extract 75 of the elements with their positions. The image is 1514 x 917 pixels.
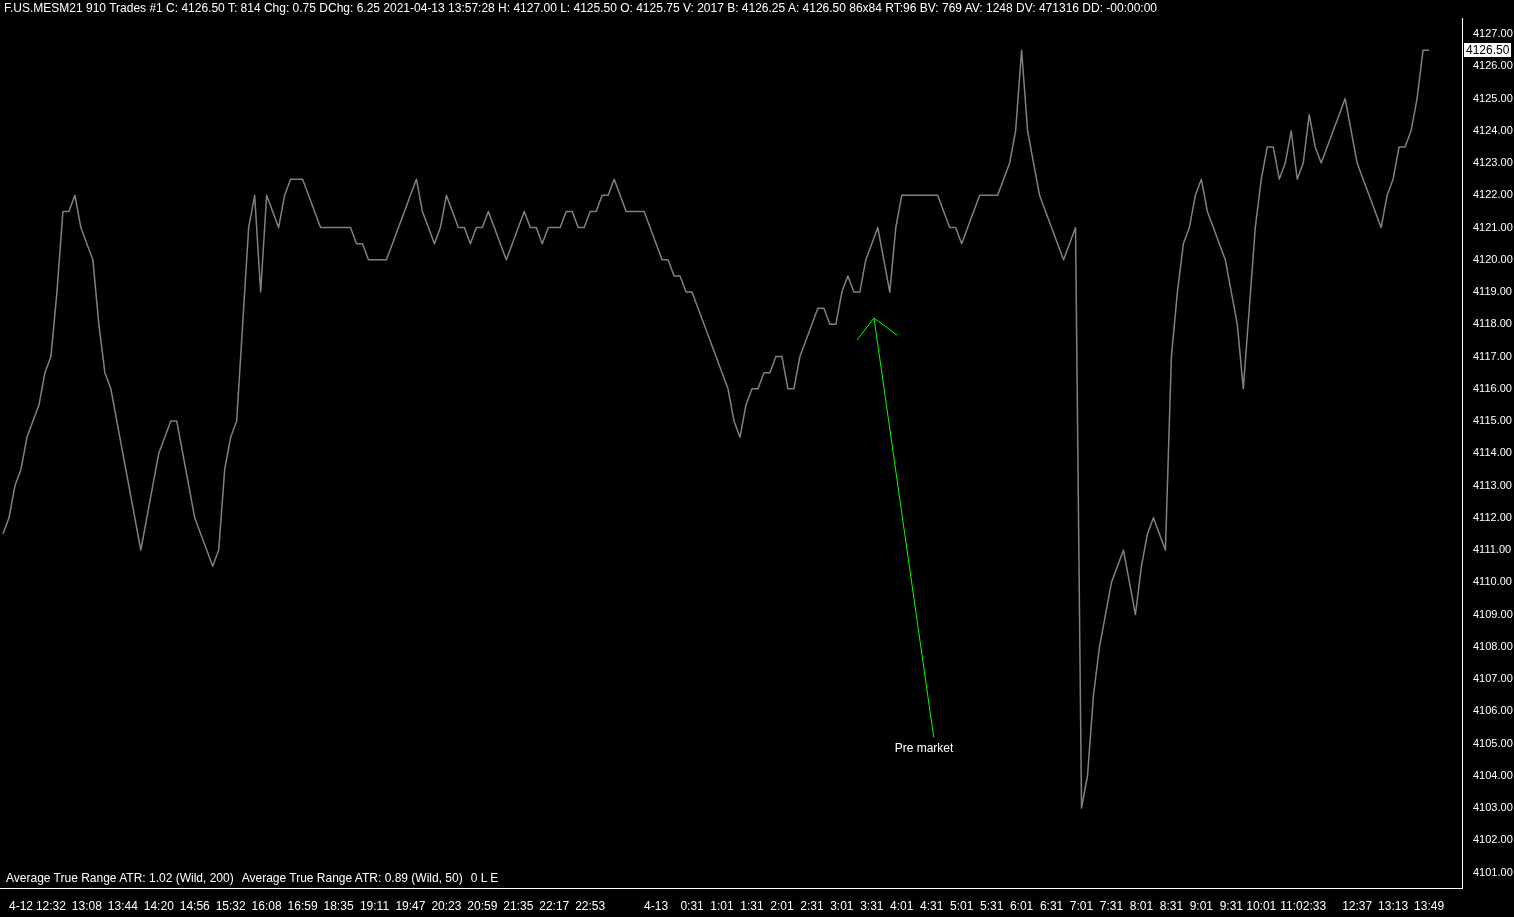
x-tick-label: 18:35 <box>323 899 354 914</box>
y-tick-label: 4105.00 <box>1473 736 1513 749</box>
y-tick-label: 4122.00 <box>1473 188 1513 201</box>
x-tick-label: 1:01 <box>710 899 735 914</box>
text: 4126.50 <box>1464 43 1512 58</box>
y-tick-label: 4108.00 <box>1473 639 1513 652</box>
x-tick-label: 13:08 <box>71 899 103 914</box>
x-tick-label: 8:01 <box>1129 899 1154 914</box>
x-tick-label: 20:23 <box>431 899 462 914</box>
x-tick-label: 10:01 <box>1246 899 1277 914</box>
y-tick-label: 4111.00 <box>1473 543 1512 556</box>
chart-title: F.US.MESM21 910 Trades #1 C: 4126.50 T: 814 Chg: 0.75 DChg: 6.25 2021-04-13 13:57:28 H: 4127.00 L: 4125.50 O: 4125.75 V: 2017 B: 4126.25 A: 4126.50 86x84 RT:96 BV: 769 AV: 1248 DV: 471316 DD: -00:00:00 <box>4 1 1158 15</box>
y-tick-label: 4103.00 <box>1473 801 1513 814</box>
x-tick-label: 7:31 <box>1099 899 1124 914</box>
y-tick-label: 4125.00 <box>1473 91 1513 104</box>
x-tick-label: 5:31 <box>979 899 1004 914</box>
y-tick-label: 4107.00 <box>1473 672 1513 685</box>
x-tick-label: 19:11 <box>359 899 390 914</box>
y-tick-label: 4109.00 <box>1473 607 1513 620</box>
y-tick-label: 4127.00 <box>1473 27 1513 40</box>
y-tick-label: 4114.00 <box>1473 446 1512 459</box>
x-tick-label: 16:59 <box>287 899 318 914</box>
x-tick-label: 2:01 <box>770 899 794 914</box>
x-tick-label: 9:31 <box>1219 899 1244 914</box>
y-tick-label: 4124.00 <box>1473 123 1513 136</box>
annotation: Average True Range ATR: 0.89 (Wild, 50) <box>241 870 463 885</box>
y-tick-label: 4126.00 <box>1473 59 1513 72</box>
x-tick-label: 9:01 <box>1189 899 1214 914</box>
annotation: 0 L E <box>470 870 499 885</box>
y-tick-label: 4119.00 <box>1473 285 1512 298</box>
x-tick-label: 15:32 <box>215 899 247 914</box>
x-tick-label: 12:37 <box>1342 899 1373 914</box>
y-tick-label: 4117.00 <box>1473 349 1512 362</box>
x-tick-label: 4-13 <box>644 899 669 914</box>
x-tick-label: 4-12 <box>8 899 34 914</box>
x-tick-label: 19:47 <box>395 899 426 914</box>
x-tick-label: 13:44 <box>107 899 139 914</box>
y-tick-label: 4116.00 <box>1473 381 1512 394</box>
y-tick-label: 4113.00 <box>1473 478 1512 491</box>
y-tick-label: 4106.00 <box>1473 704 1513 717</box>
y-tick-label: 4123.00 <box>1473 156 1513 169</box>
annotation: Pre market <box>894 740 954 755</box>
y-tick-label: 4121.00 <box>1473 220 1513 233</box>
x-tick-label: 22:53 <box>575 899 606 914</box>
x-tick-label: 3:01 <box>830 899 854 914</box>
y-tick-label: 4120.00 <box>1473 252 1513 265</box>
x-tick-label: 0:31 <box>680 899 705 914</box>
x-tick-label: 3:31 <box>860 899 884 914</box>
y-tick-label: 4112.00 <box>1473 510 1512 523</box>
x-tick-label: 13:49 <box>1414 899 1445 914</box>
x-tick-label: 14:56 <box>179 899 211 914</box>
x-tick-label: 13:13 <box>1378 899 1409 914</box>
x-tick-label: 11:02:33 <box>1280 899 1327 914</box>
y-tick-label: 4110.00 <box>1473 575 1512 588</box>
x-tick-label: 22:17 <box>539 899 570 914</box>
x-tick-label: 20:59 <box>467 899 498 914</box>
x-tick-label: 6:01 <box>1009 899 1034 914</box>
x-tick-label: 16:08 <box>251 899 282 914</box>
x-tick-label: 21:35 <box>503 899 534 914</box>
x-tick-label: 1:31 <box>740 899 764 914</box>
y-tick-label: 4115.00 <box>1473 414 1512 427</box>
y-tick-label: 4118.00 <box>1473 317 1512 330</box>
x-tick-label: 4:01 <box>890 899 914 914</box>
x-tick-label: 8:31 <box>1159 899 1184 914</box>
annotation: Average True Range ATR: 1.02 (Wild, 200) <box>6 870 234 885</box>
x-tick-label: 2:31 <box>800 899 824 914</box>
x-tick-label: 4:31 <box>920 899 944 914</box>
y-tick-label: 4102.00 <box>1473 833 1513 846</box>
x-tick-label: 6:31 <box>1039 899 1064 914</box>
x-tick-label: 5:01 <box>950 899 974 914</box>
x-tick-label: 14:20 <box>143 899 175 914</box>
y-tick-label: 4104.00 <box>1473 768 1513 781</box>
y-tick-label: 4101.00 <box>1473 865 1513 878</box>
x-tick-label: 7:01 <box>1069 899 1094 914</box>
x-tick-label: 12:32 <box>35 899 67 914</box>
